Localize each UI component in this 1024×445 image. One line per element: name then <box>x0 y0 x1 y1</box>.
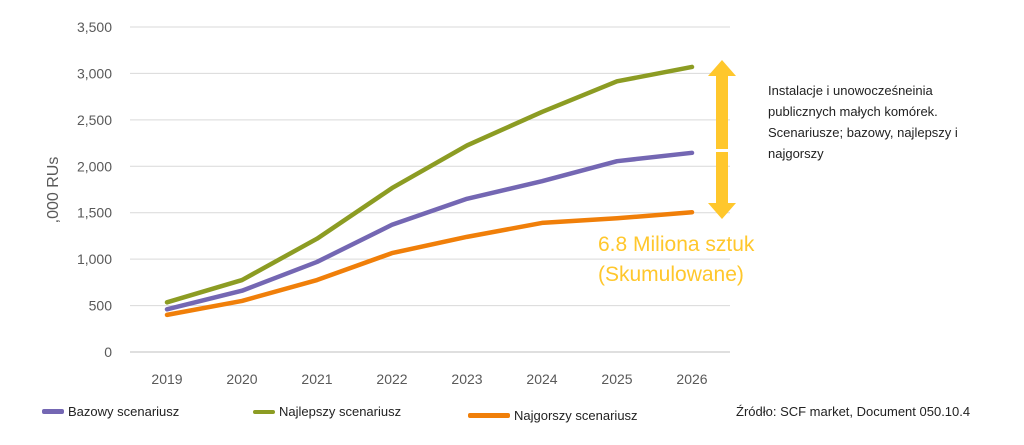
cumulative-callout: 6.8 Miliona sztuk (Skumulowane) <box>598 230 754 290</box>
range-arrow <box>708 60 736 219</box>
annotation-note: Instalacje i unowocześneinia publicznych… <box>768 83 958 161</box>
y-tick-label: 500 <box>89 298 113 314</box>
x-tick-label: 2022 <box>376 371 407 387</box>
arrow-shaft-bottom <box>716 152 728 204</box>
x-tick-label: 2020 <box>226 371 257 387</box>
legend-label: Bazowy scenariusz <box>68 404 180 419</box>
legend-item-bazowy: Bazowy scenariusz <box>42 404 179 419</box>
series-line-0 <box>164 150 695 312</box>
y-axis-label: ,000 RUs <box>45 157 62 224</box>
callout-line-2: (Skumulowane) <box>598 263 744 286</box>
callout-line-1: 6.8 Miliona sztuk <box>598 233 755 256</box>
y-tick-label: 3,500 <box>77 19 112 35</box>
x-tick-label: 2023 <box>451 371 482 387</box>
source-text: Źródło: SCF market, Document 050.10.4 <box>736 404 971 419</box>
legend-swatch <box>253 409 275 414</box>
series-line-1 <box>164 64 695 305</box>
x-tick-label: 2025 <box>601 371 632 387</box>
x-tick-label: 2026 <box>676 371 707 387</box>
legend-label: Najlepszy scenariusz <box>279 404 402 419</box>
y-tick-label: 1,000 <box>77 251 112 267</box>
y-tick-label: 1,500 <box>77 205 112 221</box>
legend-item-najgorszy: Najgorszy scenariusz <box>468 408 638 423</box>
arrow-up-head <box>708 60 736 76</box>
y-tick-label: 3,000 <box>77 65 112 81</box>
legend-swatch <box>42 409 64 414</box>
y-tick-label: 2,000 <box>77 158 112 174</box>
x-tick-label: 2021 <box>301 371 332 387</box>
x-tick-label: 2024 <box>526 371 557 387</box>
arrow-shaft-top <box>716 75 728 149</box>
legend-label: Najgorszy scenariusz <box>514 408 638 423</box>
legend-item-najlepszy: Najlepszy scenariusz <box>253 404 401 419</box>
series-line-2 <box>164 210 695 318</box>
arrow-down-head <box>708 203 736 219</box>
x-tick-label: 2019 <box>151 371 182 387</box>
legend-swatch <box>468 413 510 418</box>
y-tick-label: 2,500 <box>77 112 112 128</box>
y-tick-label: 0 <box>104 344 112 360</box>
